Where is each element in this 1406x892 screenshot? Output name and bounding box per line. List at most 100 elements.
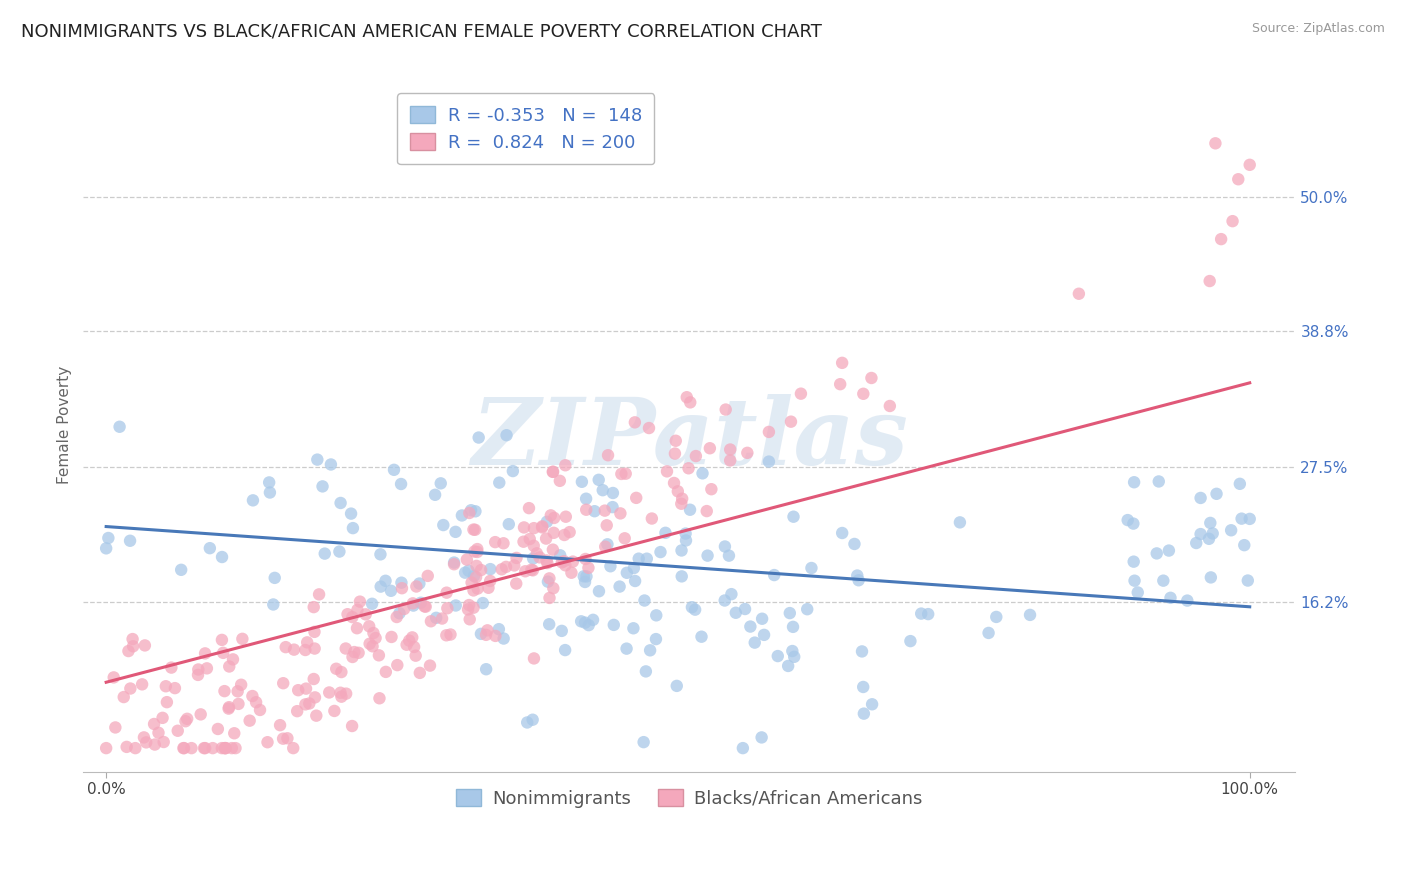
Point: [1236, 574, 1258, 588]
Point: [256, 735, 278, 749]
Point: [560, 566, 582, 580]
Point: [103, 670, 125, 684]
Point: [135, 735, 157, 749]
Point: [692, 467, 714, 481]
Point: [681, 600, 703, 615]
Point: [463, 569, 485, 583]
Point: [675, 533, 697, 548]
Point: [752, 628, 775, 642]
Point: [548, 549, 571, 563]
Point: [180, 741, 202, 756]
Point: [194, 741, 217, 756]
Point: [638, 421, 661, 435]
Point: [671, 543, 693, 558]
Point: [294, 643, 316, 657]
Point: [467, 582, 489, 596]
Point: [214, 741, 236, 756]
Point: [97, 531, 120, 545]
Point: [678, 461, 700, 475]
Point: [796, 602, 818, 616]
Point: [517, 501, 540, 516]
Point: [143, 717, 166, 731]
Point: [554, 558, 576, 573]
Point: [621, 621, 644, 635]
Point: [1147, 475, 1170, 489]
Point: [1157, 543, 1180, 558]
Point: [434, 628, 457, 642]
Point: [416, 569, 439, 583]
Point: [287, 683, 309, 698]
Point: [477, 581, 499, 595]
Point: [523, 539, 546, 553]
Point: [262, 598, 284, 612]
Point: [436, 601, 458, 615]
Point: [526, 546, 548, 560]
Point: [222, 652, 245, 666]
Point: [851, 644, 873, 658]
Point: [574, 574, 596, 589]
Point: [523, 651, 546, 665]
Point: [498, 517, 520, 532]
Point: [389, 477, 412, 491]
Point: [457, 602, 479, 616]
Point: [624, 415, 647, 429]
Point: [302, 600, 325, 615]
Point: [831, 526, 853, 541]
Point: [409, 665, 432, 680]
Point: [666, 484, 689, 499]
Point: [536, 556, 558, 570]
Point: [720, 587, 742, 601]
Point: [193, 741, 215, 756]
Point: [318, 685, 340, 699]
Point: [212, 646, 235, 660]
Point: [457, 564, 479, 578]
Point: [444, 599, 467, 613]
Point: [1189, 491, 1212, 505]
Point: [609, 507, 631, 521]
Point: [104, 721, 127, 735]
Point: [166, 723, 188, 738]
Point: [477, 624, 499, 638]
Point: [602, 486, 624, 500]
Point: [367, 648, 389, 663]
Point: [574, 615, 596, 630]
Point: [311, 479, 333, 493]
Point: [195, 661, 218, 675]
Point: [650, 545, 672, 559]
Point: [211, 741, 233, 756]
Point: [463, 544, 485, 558]
Point: [395, 638, 418, 652]
Point: [458, 612, 481, 626]
Point: [218, 659, 240, 673]
Point: [444, 524, 467, 539]
Point: [305, 708, 328, 723]
Point: [609, 580, 631, 594]
Point: [198, 541, 221, 556]
Point: [714, 402, 737, 417]
Point: [1067, 286, 1090, 301]
Point: [543, 581, 565, 595]
Point: [380, 630, 402, 644]
Point: [488, 622, 510, 636]
Point: [163, 681, 186, 695]
Text: NONIMMIGRANTS VS BLACK/AFRICAN AMERICAN FEMALE POVERTY CORRELATION CHART: NONIMMIGRANTS VS BLACK/AFRICAN AMERICAN …: [21, 22, 823, 40]
Point: [1159, 591, 1181, 605]
Point: [408, 576, 430, 591]
Point: [558, 525, 581, 540]
Point: [553, 528, 575, 542]
Point: [616, 566, 638, 580]
Point: [641, 511, 664, 525]
Point: [495, 560, 517, 574]
Point: [307, 452, 329, 467]
Point: [295, 635, 318, 649]
Point: [361, 597, 384, 611]
Point: [117, 644, 139, 658]
Point: [391, 581, 413, 595]
Point: [368, 691, 391, 706]
Point: [359, 619, 381, 633]
Point: [285, 704, 308, 718]
Point: [347, 646, 370, 660]
Point: [519, 532, 541, 546]
Point: [610, 467, 633, 481]
Point: [523, 521, 546, 535]
